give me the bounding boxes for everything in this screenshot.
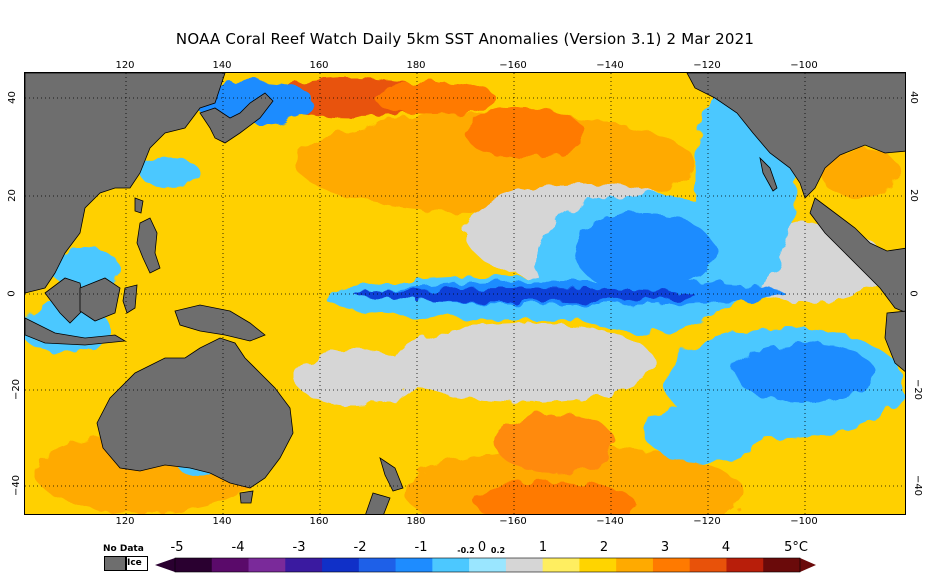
lat-tick-left: 0	[6, 290, 18, 297]
scale-label: 5°C	[784, 540, 808, 555]
lon-tick-bottom: 160	[309, 516, 329, 527]
lon-tick-top: −100	[790, 60, 818, 71]
scale-border	[174, 557, 801, 573]
cool-mid-zone	[575, 213, 715, 293]
legend-ice-label: Ice	[127, 558, 142, 568]
lon-tick-bottom: 120	[115, 516, 135, 527]
sst-anomaly-map[interactable]	[24, 72, 906, 515]
lon-tick-top: 180	[406, 60, 426, 71]
scale-label: 3	[660, 540, 670, 555]
scale-label: 0.2	[490, 546, 506, 555]
scale-swatch	[285, 558, 323, 572]
scale-label: 2	[599, 540, 609, 555]
neutral-zone	[395, 323, 655, 403]
lon-tick-top: −140	[596, 60, 624, 71]
scale-label: 4	[721, 540, 731, 555]
neutral-zone	[295, 350, 415, 406]
lat-tick-left: −20	[11, 378, 23, 401]
mexico-central-america-landmass	[809, 197, 905, 313]
lon-tick-bottom: −160	[499, 516, 527, 527]
warm-strong-zone	[375, 80, 495, 116]
lon-tick-top: 140	[212, 60, 232, 71]
warm-strong-zone	[465, 108, 585, 158]
tasmania-landmass	[239, 490, 254, 504]
lat-tick-left: −40	[11, 474, 23, 497]
lon-tick-bottom: −140	[596, 516, 624, 527]
scale-label: 0	[477, 540, 487, 555]
scale-swatch	[616, 558, 654, 572]
lon-tick-bottom: 180	[406, 516, 426, 527]
scale-swatch	[542, 558, 580, 572]
warm-strong-zone	[495, 413, 615, 473]
indonesia-landmass	[25, 317, 127, 346]
scale-swatch	[175, 558, 213, 572]
cool-strong-zone	[355, 288, 695, 302]
cool-zone	[50, 248, 120, 288]
lat-tick-left: 20	[6, 189, 18, 202]
scale-label: 1	[538, 540, 548, 555]
scale-swatch	[689, 558, 727, 572]
scale-arrow-left	[155, 558, 175, 572]
lon-tick-top: −160	[499, 60, 527, 71]
scale-label: -3	[292, 540, 306, 555]
chart-title: NOAA Coral Reef Watch Daily 5km SST Anom…	[175, 30, 755, 48]
baja-landmass	[759, 156, 778, 192]
map-canvas	[25, 73, 905, 514]
warm-strong-zone	[475, 481, 635, 514]
scale-swatch	[248, 558, 286, 572]
asia-landmass	[25, 73, 226, 294]
scale-label: -0.2	[457, 546, 475, 555]
cool-zone	[140, 158, 200, 188]
graticule	[25, 73, 905, 514]
new-zealand-south	[365, 492, 391, 514]
scale-label: -1	[414, 540, 428, 555]
scale-label: -5	[170, 540, 184, 555]
scale-arrow-right	[800, 558, 816, 572]
land-masses	[25, 73, 905, 514]
scale-swatch	[322, 558, 360, 572]
scale-swatch	[358, 558, 397, 572]
japan-landmass	[199, 92, 274, 144]
borneo-landmass	[79, 277, 121, 322]
australia-landmass	[96, 337, 294, 489]
lon-tick-bottom: 140	[212, 516, 232, 527]
scale-swatch	[579, 558, 617, 572]
philippines-landmass	[136, 217, 161, 274]
scale-swatch	[726, 558, 764, 572]
lon-tick-bottom: −100	[790, 516, 818, 527]
lon-tick-top: 160	[309, 60, 329, 71]
lat-tick-right: −20	[912, 378, 924, 401]
sulawesi-landmass	[122, 284, 138, 314]
lat-tick-right: 0	[907, 290, 919, 297]
scale-swatch	[432, 558, 470, 572]
new-guinea-landmass	[174, 304, 266, 342]
scale-swatch	[469, 558, 507, 572]
lon-tick-bottom: −120	[693, 516, 721, 527]
lat-tick-left: 40	[6, 91, 18, 104]
scale-label: -2	[353, 540, 367, 555]
lon-tick-top: 120	[115, 60, 135, 71]
scale-swatch	[505, 558, 544, 572]
south-america-landmass	[884, 310, 905, 372]
lat-tick-right: −40	[912, 474, 924, 497]
lon-tick-top: −120	[693, 60, 721, 71]
scale-swatch	[652, 558, 691, 572]
lat-tick-right: 40	[907, 91, 919, 104]
cool-zone	[645, 403, 765, 463]
scale-swatch	[395, 558, 433, 572]
anomaly-field	[25, 73, 905, 514]
legend-nodata-label: No Data	[103, 544, 144, 554]
legend-nodata-swatch	[104, 556, 126, 571]
new-zealand-north	[379, 457, 404, 492]
scale-label: -4	[231, 540, 245, 555]
warm-zone	[820, 148, 900, 198]
legend-ice-swatch	[126, 556, 148, 571]
lat-tick-right: 20	[907, 189, 919, 202]
scale-swatch	[763, 558, 801, 572]
taiwan-landmass	[134, 197, 144, 214]
scale-swatch	[211, 558, 250, 572]
